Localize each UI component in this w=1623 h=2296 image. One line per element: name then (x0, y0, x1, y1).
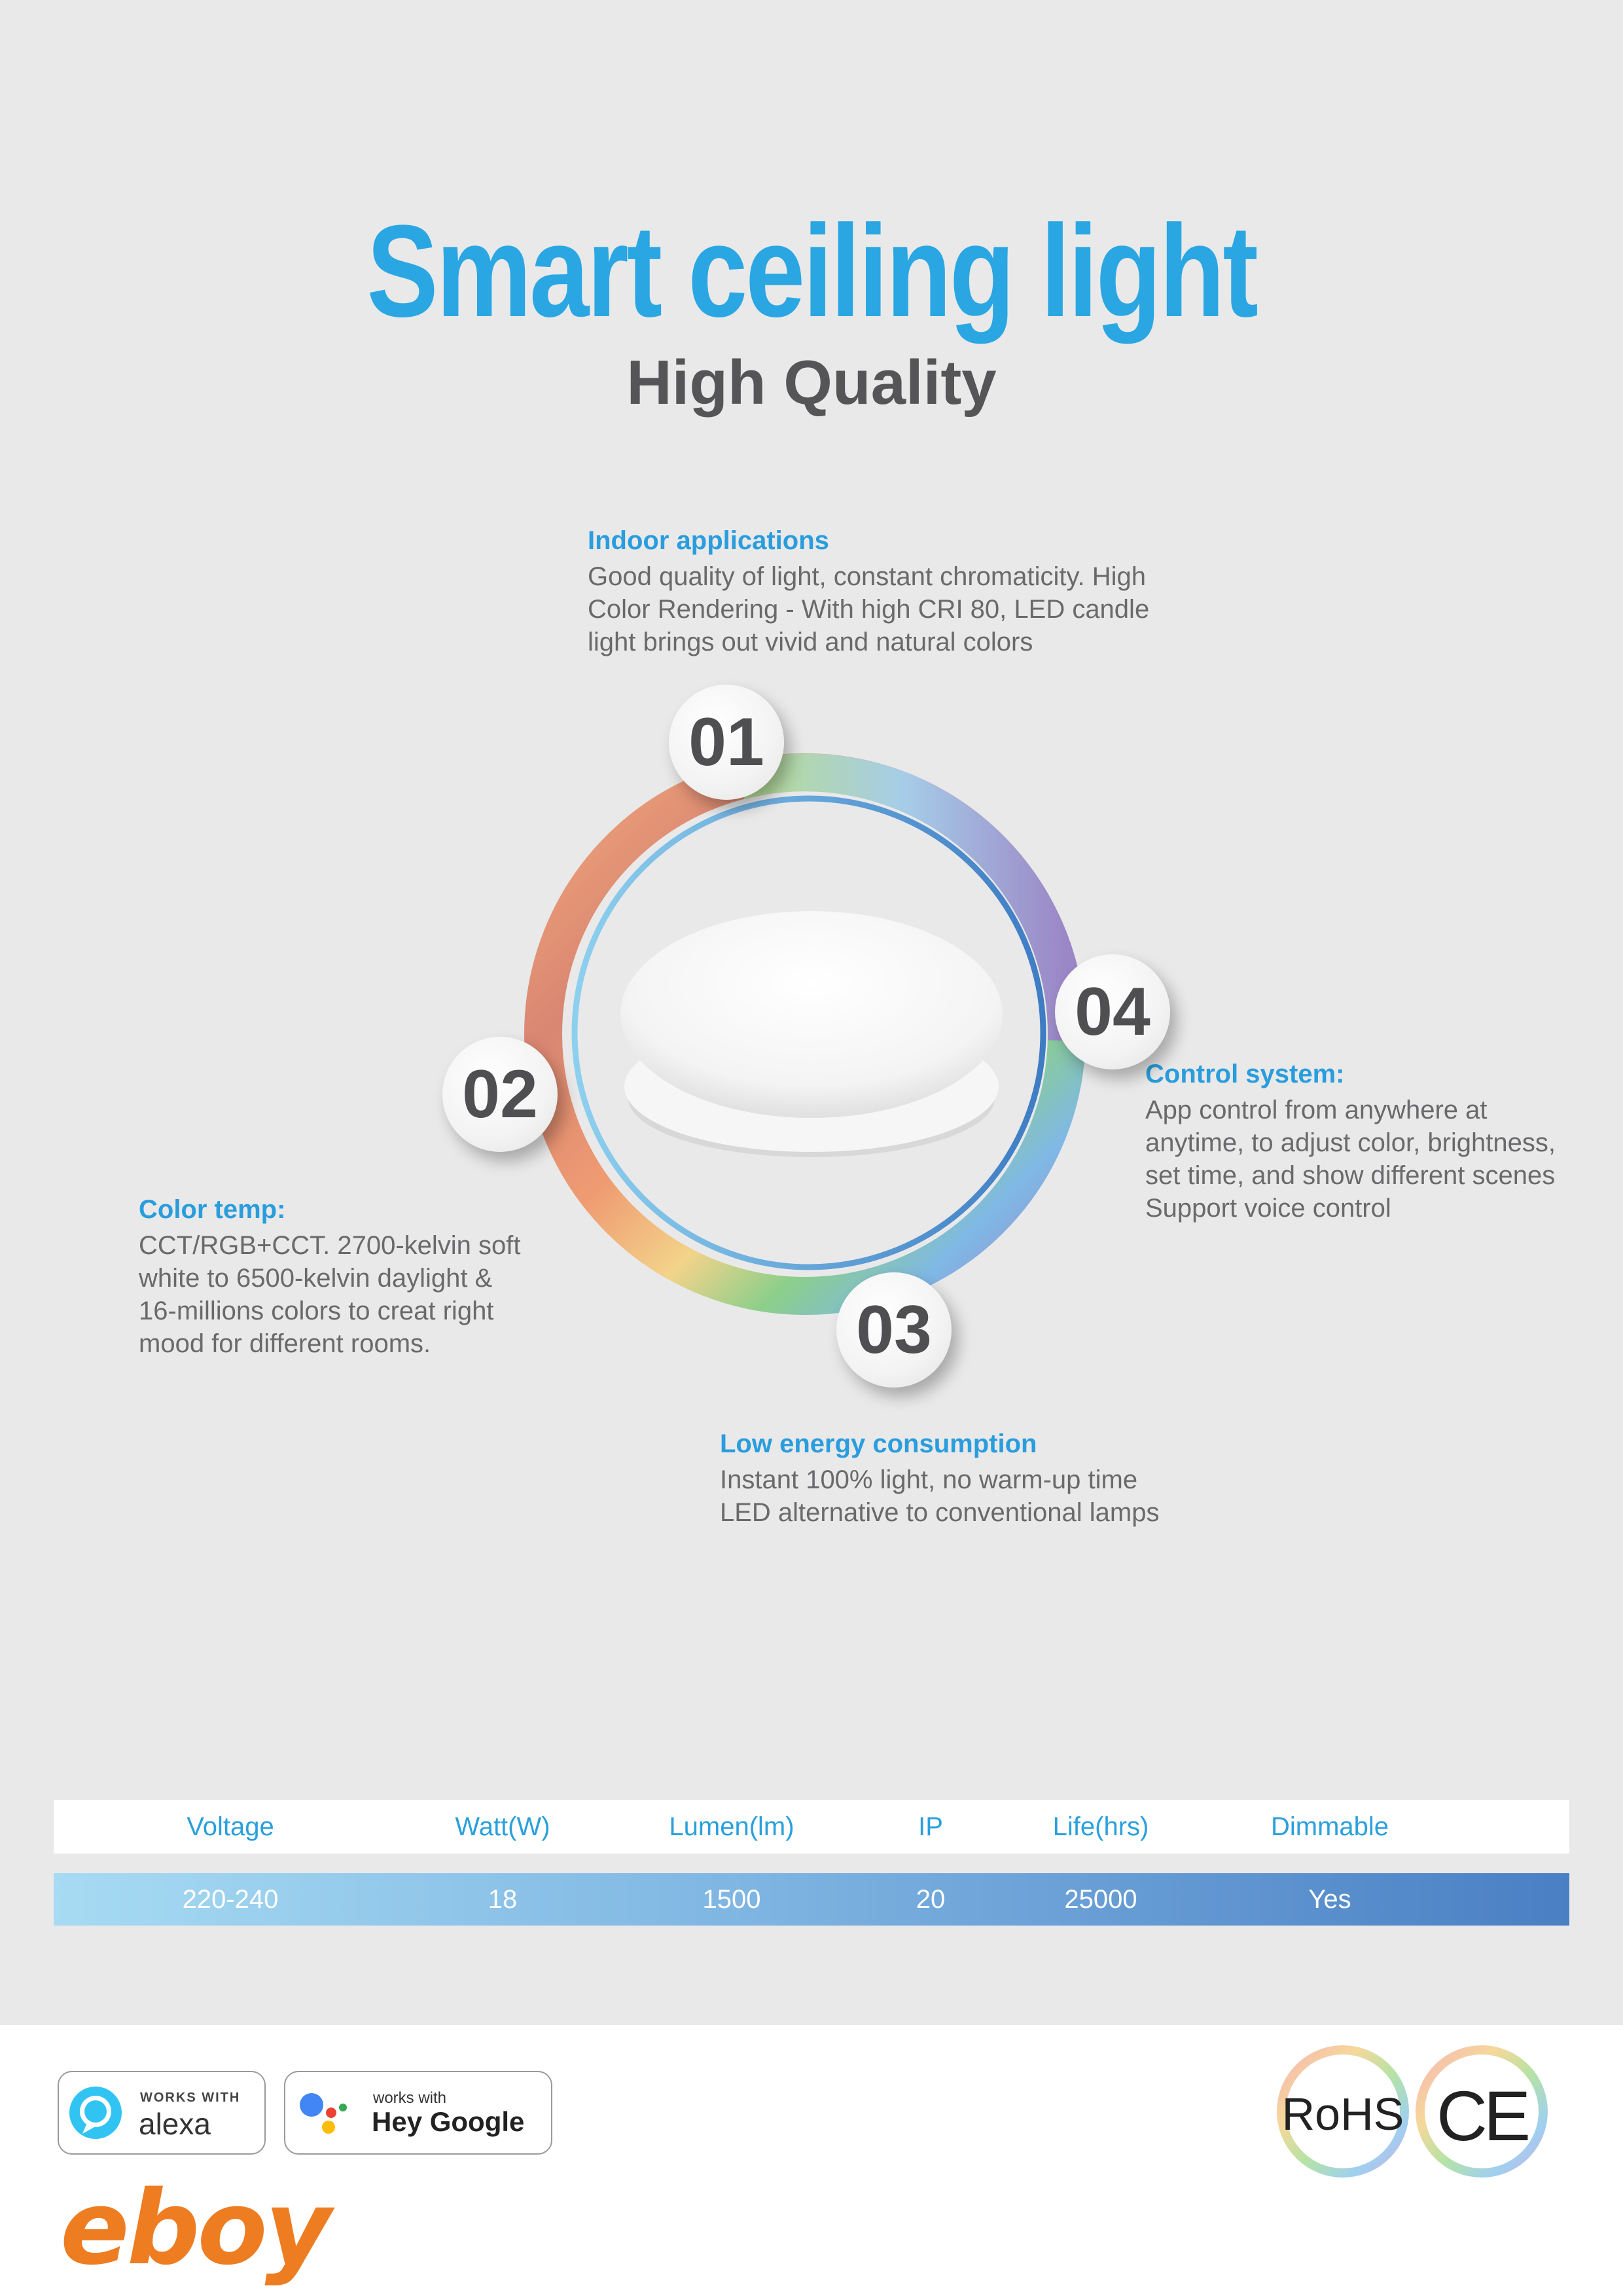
badge-03: 03 (836, 1272, 952, 1388)
feature-title: Low energy consumption (720, 1429, 1037, 1458)
feature-line: 16-millions colors to creat right (139, 1297, 494, 1325)
outer-ring-top-arc (734, 753, 1086, 1041)
feature-line: LED alternative to conventional lamps (720, 1498, 1160, 1527)
feature-color-temp: Color temp: CCT/RGB+CCT. 2700-kelvin sof… (139, 1193, 558, 1360)
feature-title: Control system: (1145, 1060, 1345, 1088)
page-title: Smart ceiling light (366, 198, 1258, 344)
feature-control-system: Control system: App control from anywher… (1145, 1057, 1616, 1225)
feature-line: white to 6500-kelvin daylight & (139, 1264, 493, 1293)
feature-line: CCT/RGB+CCT. 2700-kelvin soft (139, 1231, 521, 1260)
spec-value-voltage: 220-240 (182, 1884, 279, 1914)
feature-title: Indoor applications (588, 526, 829, 555)
spec-value-dimmable: Yes (1308, 1884, 1351, 1914)
inner-blue-ring (571, 795, 1046, 1270)
spec-header-watt: Watt(W) (455, 1812, 550, 1841)
alexa-icon (69, 2087, 122, 2139)
spec-value-lumen: 1500 (702, 1884, 761, 1914)
badge-04: 04 (1055, 954, 1170, 1069)
spec-value-ip: 20 (916, 1884, 946, 1914)
google-assistant-icon (300, 2093, 347, 2134)
feature-line: Color Rendering - With high CRI 80, LED … (588, 595, 1150, 624)
badge-01: 01 (669, 685, 784, 800)
spec-header-voltage: Voltage (187, 1812, 274, 1841)
spec-header-ip: IP (918, 1812, 943, 1841)
spec-header-life: Life(hrs) (1052, 1812, 1149, 1841)
feature-line: Good quality of light, constant chromati… (588, 562, 1147, 591)
ce-ring (1416, 2045, 1548, 2178)
spec-values-row: 220-240 18 1500 20 25000 Yes (54, 1873, 1569, 1926)
feature-line: set time, and show different scenes (1145, 1161, 1556, 1190)
certification-logos (1277, 2045, 1548, 2178)
feature-low-energy: Low energy consumption Instant 100% ligh… (720, 1427, 1309, 1529)
feature-indoor-applications: Indoor applications Good quality of ligh… (588, 524, 1203, 658)
feature-line: Instant 100% light, no warm-up time (720, 1465, 1138, 1494)
alexa-badge-top: WORKS WITH (140, 2090, 241, 2105)
rohs-label: RoHS (1281, 2089, 1404, 2140)
feature-line: mood for different rooms. (139, 1329, 431, 1358)
lamp-dome (620, 911, 1003, 1118)
works-with-alexa-badge: WORKS WITH alexa (58, 2071, 266, 2155)
spec-header-dimmable: Dimmable (1270, 1812, 1389, 1841)
feature-title: Color temp: (139, 1195, 286, 1224)
google-badge-name: Hey Google (372, 2106, 525, 2137)
spec-value-watt: 18 (488, 1884, 518, 1914)
spec-header-lumen: Lumen(lm) (669, 1812, 794, 1841)
ce-label: CE (1436, 2076, 1531, 2155)
eboy-logo-text: eboy (60, 2168, 331, 2287)
badge-02: 02 (442, 1037, 558, 1152)
feature-line: anytime, to adjust color, brightness, (1145, 1128, 1556, 1157)
feature-line: Support voice control (1145, 1194, 1391, 1223)
feature-line: App control from anywhere at (1145, 1096, 1488, 1124)
page-subtitle: High Quality (626, 348, 997, 418)
google-badge-top: works with (373, 2089, 447, 2107)
works-with-hey-google-badge: works with Hey Google (284, 2071, 552, 2155)
rohs-ring (1277, 2045, 1409, 2178)
spec-value-life: 25000 (1064, 1884, 1137, 1914)
eboy-logo: eboy (60, 2177, 331, 2279)
alexa-badge-name: alexa (139, 2107, 211, 2141)
feature-line: light brings out vivid and natural color… (588, 628, 1033, 656)
spec-header-row: Voltage Watt(W) Lumen(lm) IP Life(hrs) D… (54, 1800, 1569, 1854)
